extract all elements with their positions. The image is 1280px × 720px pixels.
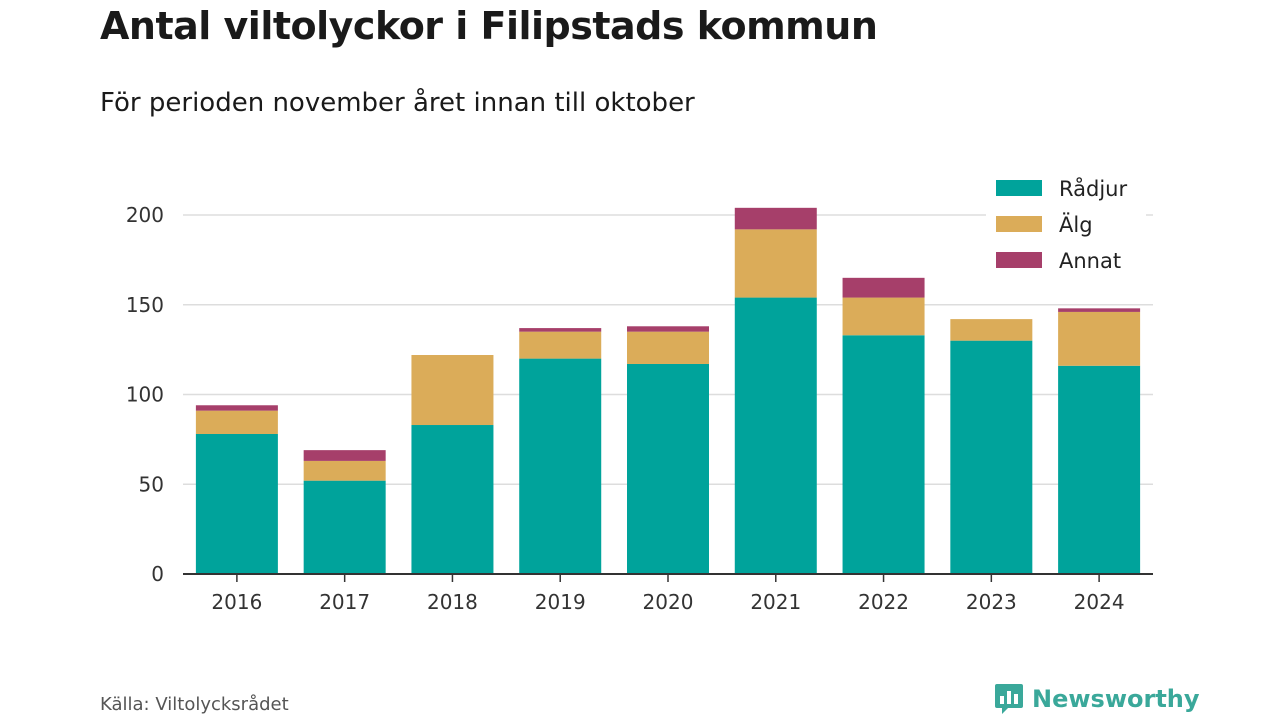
y-tick-label: 50 <box>139 472 164 496</box>
bar-segment-annat-2022 <box>842 277 925 298</box>
bars <box>195 207 1141 574</box>
bar-segment-älg-2017 <box>303 460 386 481</box>
legend-label: Älg <box>1059 212 1093 237</box>
newsworthy-logo: Newsworthy <box>994 682 1200 716</box>
legend-swatch-älg <box>996 216 1042 232</box>
y-tick-label: 100 <box>126 383 164 407</box>
bar-segment-rådjur-2021 <box>734 297 817 574</box>
bar-segment-älg-2024 <box>1058 311 1141 366</box>
legend-swatch-annat <box>996 252 1042 268</box>
bar-segment-annat-2016 <box>195 405 278 411</box>
bar-segment-rådjur-2016 <box>195 433 278 574</box>
bar-segment-annat-2021 <box>734 207 817 230</box>
bar-segment-älg-2016 <box>195 410 278 434</box>
bar-segment-annat-2024 <box>1058 308 1141 312</box>
newsworthy-icon <box>995 684 1023 714</box>
bar-segment-älg-2020 <box>627 331 709 364</box>
x-tick-label: 2022 <box>858 590 909 614</box>
brand-name: Newsworthy <box>1032 685 1200 713</box>
bar-segment-rådjur-2017 <box>303 480 386 574</box>
bar-segment-annat-2019 <box>519 328 602 332</box>
legend-label: Annat <box>1059 249 1121 273</box>
source-note: Källa: Viltolycksrådet <box>100 694 289 715</box>
chart-title: Antal viltolyckor i Filipstads kommun <box>100 4 878 48</box>
legend: Rådjur Älg Annat <box>986 170 1146 280</box>
chart-subtitle: För perioden november året innan till ok… <box>100 88 695 118</box>
y-tick-label: 150 <box>126 293 164 317</box>
bar-segment-älg-2021 <box>734 229 817 298</box>
x-tick-label: 2020 <box>643 590 694 614</box>
bar-segment-älg-2018 <box>411 355 494 426</box>
bar-segment-rådjur-2024 <box>1058 365 1141 574</box>
bar-segment-älg-2023 <box>950 319 1033 341</box>
bar-segment-älg-2019 <box>519 331 602 359</box>
x-tick-label: 2016 <box>211 590 262 614</box>
bar-segment-rådjur-2018 <box>411 425 494 574</box>
bar-segment-rådjur-2020 <box>627 363 709 574</box>
x-tick-label: 2018 <box>427 590 478 614</box>
x-tick-label: 2024 <box>1074 590 1125 614</box>
y-tick-label: 0 <box>151 562 164 586</box>
legend-label: Rådjur <box>1059 176 1127 201</box>
bar-segment-annat-2017 <box>303 450 386 461</box>
bar-segment-rådjur-2019 <box>519 358 602 574</box>
y-tick-label: 200 <box>126 203 164 227</box>
axes: 0 50 100 150 200 2016 2017 2018 2019 2020 2021 2022… <box>126 203 1153 614</box>
bar-segment-rådjur-2022 <box>842 335 925 574</box>
legend-swatch-rådjur <box>996 180 1042 196</box>
x-tick-label: 2019 <box>535 590 586 614</box>
bar-segment-annat-2020 <box>627 326 709 332</box>
bar-segment-älg-2022 <box>842 297 925 336</box>
x-tick-label: 2023 <box>966 590 1017 614</box>
x-tick-label: 2021 <box>750 590 801 614</box>
x-tick-label: 2017 <box>319 590 370 614</box>
bar-segment-rådjur-2023 <box>950 340 1033 574</box>
